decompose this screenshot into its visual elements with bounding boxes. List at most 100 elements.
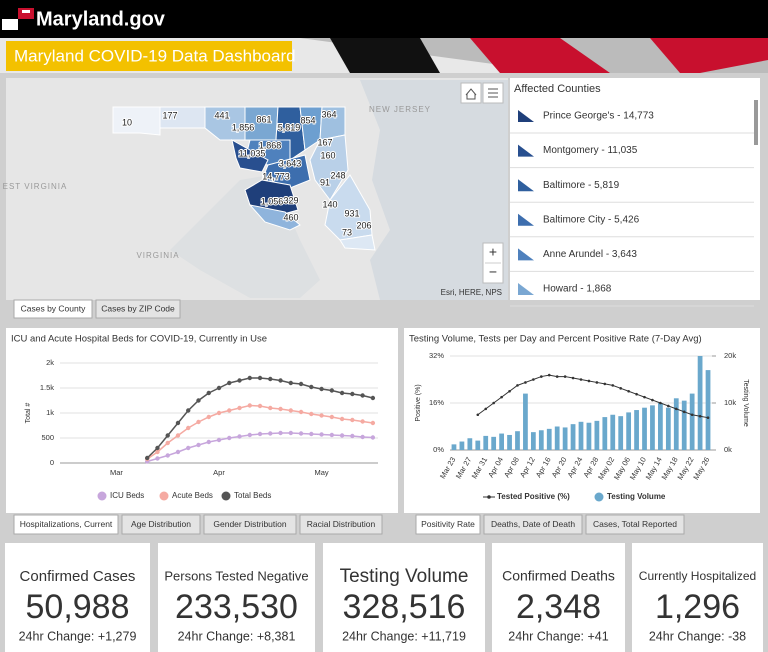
map-attribution: Esri, HERE, NPS — [441, 288, 502, 297]
point — [278, 406, 283, 412]
stat-change: 24hr Change: +11,719 — [342, 629, 466, 643]
point — [196, 419, 201, 425]
point — [288, 380, 294, 386]
point — [339, 390, 345, 396]
point — [500, 395, 503, 399]
tab[interactable] — [13, 299, 93, 319]
site-name[interactable]: Maryland.gov — [36, 8, 166, 30]
y-tick-label: 500 — [41, 433, 54, 442]
point — [329, 388, 335, 393]
point — [540, 375, 543, 378]
stat-value: 50,988 — [26, 588, 130, 626]
x-tick-label: Apr — [213, 468, 225, 477]
bar — [673, 398, 679, 450]
tab[interactable] — [299, 514, 383, 535]
bar — [658, 403, 663, 450]
point — [268, 376, 273, 382]
zoom-in[interactable]: + — [489, 244, 497, 260]
legend-swatch — [594, 492, 604, 502]
county-label: 1,856 — [232, 122, 255, 132]
home-button[interactable] — [460, 82, 482, 104]
point — [237, 405, 242, 411]
region-label: EST VIRGINIA — [3, 182, 68, 191]
stat-change: 24hr Change: +41 — [508, 629, 608, 643]
tab[interactable] — [95, 299, 181, 319]
point — [360, 393, 365, 398]
bar — [499, 433, 504, 450]
point — [595, 381, 599, 384]
point — [144, 455, 150, 461]
county-label: 206 — [356, 220, 371, 230]
stat-title: Confirmed Cases — [20, 568, 136, 585]
point — [532, 378, 535, 381]
county-item[interactable]: Prince George's - 14,773 — [543, 111, 654, 122]
chart-title: ICU and Acute Hospital Beds for COVID-19… — [11, 334, 267, 345]
tab-label[interactable]: Age Distribution — [131, 519, 191, 529]
county-item[interactable]: Anne Arundel - 3,643 — [543, 249, 637, 260]
county-label: 854 — [300, 115, 315, 125]
tab[interactable] — [13, 514, 119, 535]
tab[interactable] — [203, 514, 297, 535]
county-item[interactable]: Baltimore - 5,819 — [543, 180, 620, 191]
y-tick-label: 0 — [50, 458, 54, 467]
point — [175, 433, 181, 438]
point — [309, 431, 314, 437]
tab-label[interactable]: Cases by County — [21, 303, 86, 313]
point — [196, 442, 201, 448]
county-item[interactable]: Montgomery - 11,035 — [543, 145, 638, 156]
point — [350, 417, 355, 423]
county-item[interactable]: Howard - 1,868 — [543, 284, 612, 295]
bar — [451, 444, 457, 450]
county-item[interactable]: Baltimore City - 5,426 — [543, 214, 640, 225]
point — [370, 420, 376, 426]
tab-label[interactable]: Deaths, Date of Death — [491, 519, 575, 529]
point — [257, 403, 263, 409]
stat-title: Currently Hospitalized — [639, 569, 756, 583]
tab-label[interactable]: Cases, Total Reported — [593, 519, 677, 529]
tab-label[interactable]: Hospitalizations, Current — [20, 519, 113, 529]
y-axis-label: Total # — [25, 403, 32, 424]
point — [186, 425, 191, 431]
tab-label[interactable]: Positivity Rate — [421, 519, 475, 529]
chart-title: Testing Volume, Tests per Day and Percen… — [409, 334, 702, 345]
tab-label[interactable]: Cases by ZIP Code — [101, 303, 175, 313]
home-icon — [465, 88, 477, 100]
county-label: 10 — [122, 117, 132, 127]
point — [227, 380, 232, 386]
point — [476, 413, 480, 417]
point — [329, 414, 335, 420]
point — [319, 413, 324, 418]
point — [237, 378, 242, 383]
tab-label[interactable]: Racial Distribution — [307, 519, 376, 529]
tab[interactable] — [415, 514, 481, 535]
county-icon — [518, 213, 534, 226]
county-label: 1,868 — [259, 140, 282, 150]
point — [186, 445, 191, 451]
y-tick-label: 16% — [429, 398, 444, 407]
point — [298, 381, 304, 387]
stat-value: 2,348 — [516, 588, 601, 626]
bar — [538, 430, 544, 450]
point — [619, 387, 622, 390]
bar — [697, 356, 703, 450]
tab[interactable] — [483, 514, 583, 535]
banner-flag-red — [650, 38, 768, 73]
bar — [610, 414, 616, 450]
tab[interactable] — [121, 514, 201, 535]
tab-label[interactable]: Gender Distribution — [213, 519, 287, 529]
point — [706, 416, 710, 419]
point — [635, 392, 638, 396]
point — [298, 431, 304, 436]
legend-label: Total Beds — [234, 491, 271, 500]
point — [278, 378, 283, 383]
point — [175, 420, 181, 426]
zoom-out[interactable]: − — [489, 264, 497, 280]
bar — [515, 431, 520, 450]
point — [165, 453, 170, 458]
legend-label: ICU Beds — [110, 491, 144, 500]
bar — [642, 407, 647, 450]
tab[interactable] — [585, 514, 685, 535]
bar — [689, 393, 695, 450]
